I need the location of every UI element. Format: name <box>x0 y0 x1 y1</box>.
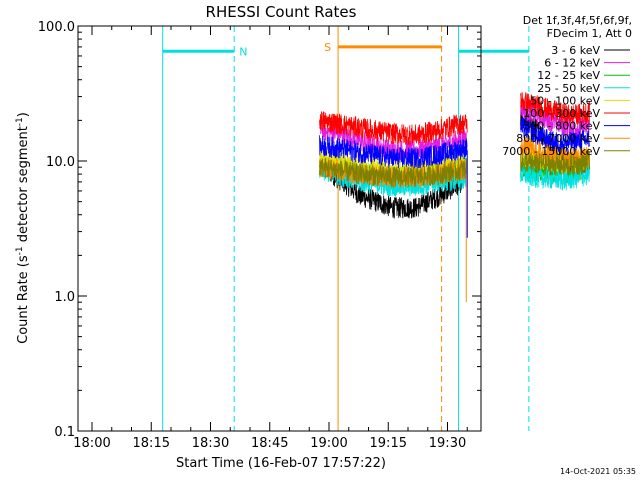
chart-title: RHESSI Count Rates <box>206 3 357 21</box>
x-tick-label-4: 19:00 <box>310 436 347 451</box>
legend-label-5: 100 - 300 keV <box>523 107 600 120</box>
flag-label-1: S <box>324 41 331 54</box>
series-line-5-0 <box>319 111 468 146</box>
axes-layer: 0.1 1.0 10.0 100.0 18:00 18:15 18:30 18:45 19:00… <box>38 20 482 451</box>
legend-label-7: 800 - 7000 keV <box>516 132 600 145</box>
x-tick-label-1: 18:15 <box>133 436 170 451</box>
y-tick-label-2: 10.0 <box>46 155 75 170</box>
legend-label-4: 50 - 100 keV <box>530 94 600 107</box>
series-line-8-1 <box>520 150 590 176</box>
x-tick-label-2: 18:30 <box>192 436 229 451</box>
x-tick-label-6: 19:30 <box>429 436 466 451</box>
legend-label-1: 6 - 12 keV <box>544 57 600 70</box>
legend-label-8: 7000 - 15000 keV <box>502 145 600 158</box>
x-tick-label-5: 19:15 <box>370 436 407 451</box>
legend-header-line1: Det 1f,3f,4f,5f,6f,9f, <box>523 14 632 27</box>
legend-label-0: 3 - 6 keV <box>551 44 600 57</box>
series-line-0-0 <box>319 153 468 219</box>
series-line-5-1 <box>520 92 590 126</box>
legend-label-6: 300 - 800 keV <box>523 120 600 133</box>
y-axis-label: Count Rate (s-1 detector segment-1) <box>15 112 31 344</box>
series-line-6-1 <box>520 116 590 155</box>
y-tick-label-3: 100.0 <box>38 20 75 35</box>
date-stamp: 14-Oct-2021 05:35 <box>560 467 636 476</box>
y-tick-label-0: 0.1 <box>54 425 75 440</box>
legend-label-3: 25 - 50 keV <box>537 82 600 95</box>
flag-label-0: N <box>239 45 247 58</box>
x-tick-label-3: 18:45 <box>251 436 288 451</box>
series-layer <box>319 92 590 303</box>
legend-label-2: 12 - 25 keV <box>537 69 600 82</box>
plot-frame <box>77 25 482 432</box>
y-tick-label-1: 1.0 <box>54 290 75 305</box>
legend-header-line2: FDecim 1, Att 0 <box>547 27 632 40</box>
series-line-8-0 <box>319 157 468 189</box>
x-axis-label: Start Time (16-Feb-07 17:57:22) <box>176 456 386 471</box>
x-tick-label-0: 18:00 <box>73 436 110 451</box>
series-line-6-0 <box>319 135 468 170</box>
